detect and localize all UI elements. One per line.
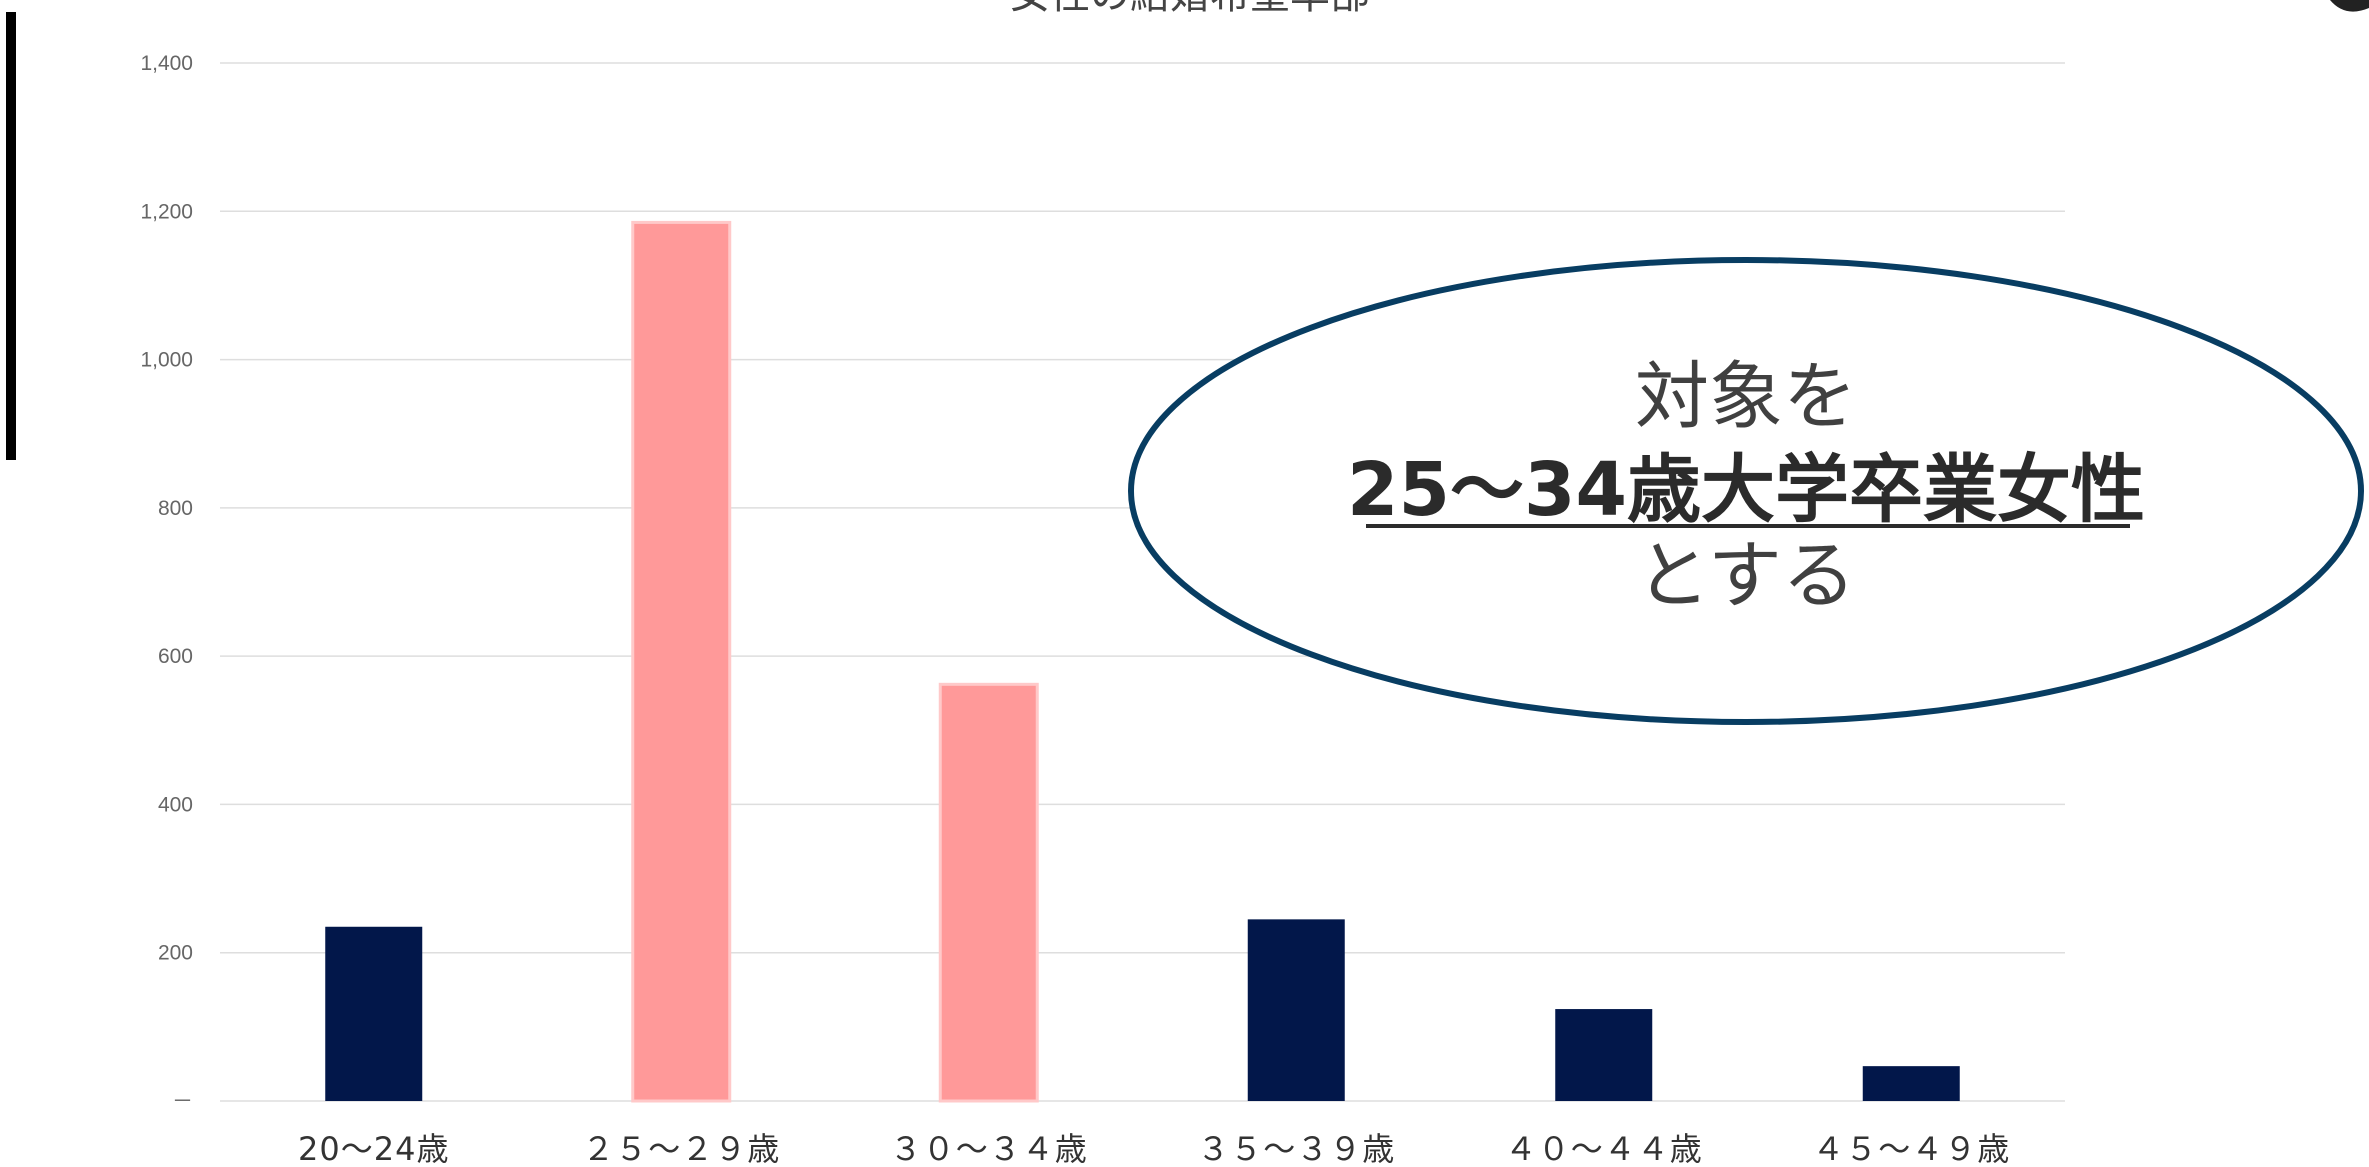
y-tick-label: － xyxy=(172,1090,193,1113)
bar-1 xyxy=(325,926,423,1101)
x-tick-label: ４５～４９歳 xyxy=(1812,1130,2010,1167)
bar-4 xyxy=(1247,919,1345,1101)
y-tick-label: 200 xyxy=(158,942,193,965)
bar-2 xyxy=(631,220,732,1103)
x-tick-label: ３０～３４歳 xyxy=(890,1130,1088,1167)
left-accent-bar xyxy=(6,12,16,460)
x-tick-label: 20～24歳 xyxy=(298,1130,449,1167)
callout-ellipse xyxy=(1128,257,2364,725)
y-tick-label: 1,000 xyxy=(140,349,193,372)
y-tick-label: 1,200 xyxy=(140,200,193,223)
callout-line-1: 対象を xyxy=(1635,354,1857,440)
corner-decoration-icon xyxy=(2330,0,2369,12)
callout-line-2: 25～34歳大学卒業女性 xyxy=(1347,447,2145,533)
chart-title: 女性の結婚希望率部 xyxy=(1010,0,1370,18)
bar-3 xyxy=(938,682,1039,1103)
callout-line-3: とする xyxy=(1636,533,1856,619)
y-axis-ticks: － 200 400 600 800 1,000 1,200 1,400 xyxy=(140,52,193,1113)
x-tick-label: ４０～４４歳 xyxy=(1505,1130,1703,1167)
bar-5 xyxy=(1555,1009,1653,1101)
x-tick-label: ２５～２９歳 xyxy=(582,1130,780,1167)
bar-6 xyxy=(1862,1066,1960,1101)
y-tick-label: 1,400 xyxy=(140,52,193,75)
x-axis-ticks: 20～24歳 ２５～２９歳 ３０～３４歳 ３５～３９歳 ４０～４４歳 ４５～４９歳 xyxy=(298,1130,2010,1167)
callout: 対象を 25～34歳大学卒業女性 とする xyxy=(1128,257,2364,725)
x-tick-label: ３５～３９歳 xyxy=(1197,1130,1395,1167)
bars xyxy=(325,220,1960,1103)
y-tick-label: 600 xyxy=(158,645,193,668)
y-tick-label: 800 xyxy=(158,497,193,520)
y-tick-label: 400 xyxy=(158,793,193,816)
